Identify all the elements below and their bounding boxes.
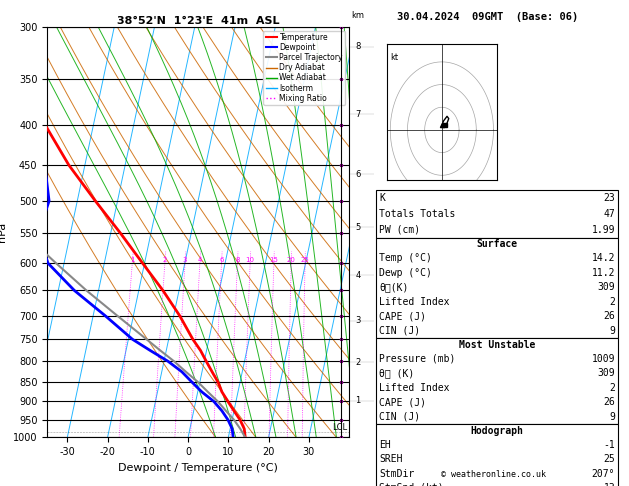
Text: Totals Totals: Totals Totals	[379, 208, 455, 219]
Text: StmSpd (kt): StmSpd (kt)	[379, 484, 444, 486]
X-axis label: Dewpoint / Temperature (°C): Dewpoint / Temperature (°C)	[118, 463, 278, 473]
Text: 1: 1	[355, 396, 360, 405]
Text: CAPE (J): CAPE (J)	[379, 398, 426, 407]
Text: 1.99: 1.99	[592, 225, 615, 235]
Text: 4: 4	[198, 257, 202, 263]
Legend: Temperature, Dewpoint, Parcel Trajectory, Dry Adiabat, Wet Adiabat, Isotherm, Mi: Temperature, Dewpoint, Parcel Trajectory…	[264, 31, 345, 105]
Text: Surface: Surface	[477, 239, 518, 249]
Text: km: km	[352, 11, 364, 20]
Text: K: K	[379, 192, 385, 203]
Text: Most Unstable: Most Unstable	[459, 340, 535, 350]
Text: 2: 2	[610, 297, 615, 307]
Text: 8: 8	[235, 257, 240, 263]
Text: CIN (J): CIN (J)	[379, 412, 420, 422]
Text: 25: 25	[603, 454, 615, 464]
Text: -1: -1	[603, 440, 615, 450]
Text: PW (cm): PW (cm)	[379, 225, 420, 235]
Text: 15: 15	[269, 257, 278, 263]
Title: 38°52'N  1°23'E  41m  ASL: 38°52'N 1°23'E 41m ASL	[117, 16, 279, 26]
Text: EH: EH	[379, 440, 391, 450]
Text: 47: 47	[603, 208, 615, 219]
Text: θᴄ (K): θᴄ (K)	[379, 368, 415, 378]
Text: 3: 3	[355, 316, 360, 325]
Text: Lifted Index: Lifted Index	[379, 297, 450, 307]
Text: Lifted Index: Lifted Index	[379, 383, 450, 393]
Text: 8: 8	[355, 42, 360, 51]
Text: 3: 3	[183, 257, 187, 263]
Text: 7: 7	[355, 110, 360, 119]
Text: LCL: LCL	[332, 422, 347, 432]
Text: CIN (J): CIN (J)	[379, 326, 420, 336]
Text: 14.2: 14.2	[592, 253, 615, 263]
Text: 1009: 1009	[592, 354, 615, 364]
Text: SREH: SREH	[379, 454, 403, 464]
Text: 207°: 207°	[592, 469, 615, 479]
Text: 1: 1	[130, 257, 135, 263]
Text: 10: 10	[246, 257, 255, 263]
Text: 26: 26	[603, 398, 615, 407]
Y-axis label: hPa: hPa	[0, 222, 8, 242]
Text: 6: 6	[355, 170, 360, 178]
Text: Hodograph: Hodograph	[470, 426, 524, 436]
Text: 4: 4	[355, 271, 360, 280]
Text: 5: 5	[355, 223, 360, 232]
Text: Temp (°C): Temp (°C)	[379, 253, 432, 263]
Text: Pressure (mb): Pressure (mb)	[379, 354, 455, 364]
Text: 23: 23	[603, 192, 615, 203]
Text: 26: 26	[603, 312, 615, 321]
Text: 20: 20	[287, 257, 296, 263]
Text: 2: 2	[355, 358, 360, 366]
Text: © weatheronline.co.uk: © weatheronline.co.uk	[442, 469, 546, 479]
Text: 2: 2	[163, 257, 167, 263]
Text: 2: 2	[610, 383, 615, 393]
Text: 11.2: 11.2	[592, 268, 615, 278]
Text: θᴄ(K): θᴄ(K)	[379, 282, 409, 292]
Text: 309: 309	[598, 368, 615, 378]
Text: StmDir: StmDir	[379, 469, 415, 479]
Text: 6: 6	[220, 257, 224, 263]
Text: 9: 9	[610, 326, 615, 336]
Text: kt: kt	[390, 53, 398, 62]
Text: Dewp (°C): Dewp (°C)	[379, 268, 432, 278]
Text: 30.04.2024  09GMT  (Base: 06): 30.04.2024 09GMT (Base: 06)	[397, 12, 578, 22]
Text: 13: 13	[603, 484, 615, 486]
Text: 25: 25	[301, 257, 309, 263]
Text: 9: 9	[610, 412, 615, 422]
Text: 309: 309	[598, 282, 615, 292]
Text: CAPE (J): CAPE (J)	[379, 312, 426, 321]
